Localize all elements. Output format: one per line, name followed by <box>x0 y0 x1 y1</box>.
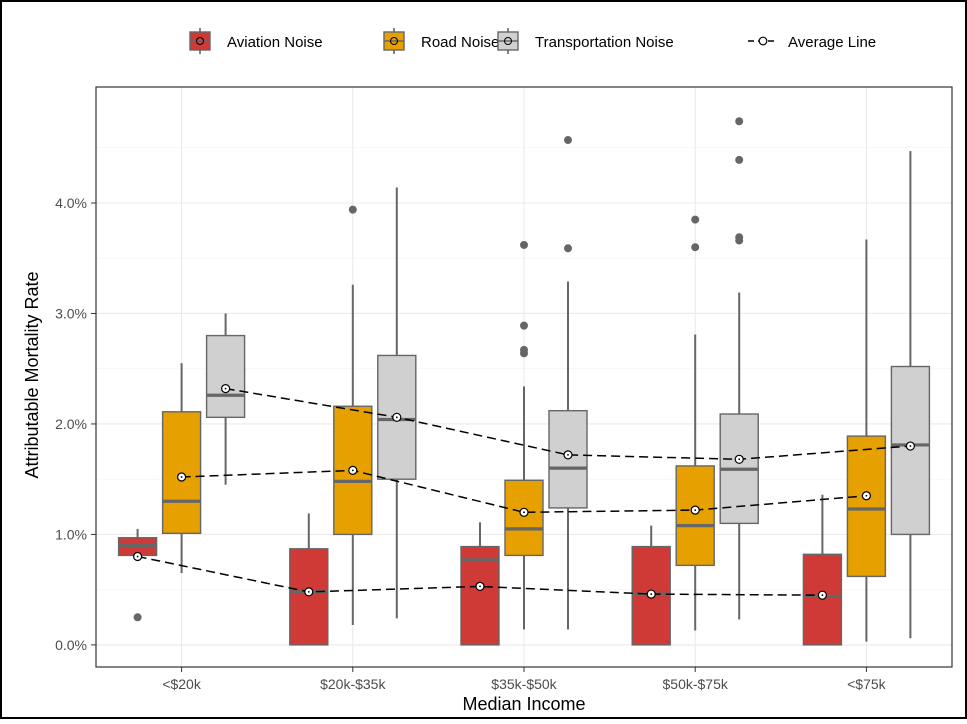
average-line <box>225 387 911 461</box>
outlier-point <box>520 240 528 249</box>
average-point-dot <box>567 453 569 456</box>
outlier-point <box>735 117 744 126</box>
box-group <box>504 240 544 630</box>
average-point-dot <box>136 555 139 558</box>
x-axis: <$20k $20k-$35k $35k-$50k $50k-$75k <$75k <box>162 667 887 692</box>
average-point-dot <box>307 590 310 593</box>
outlier-point <box>691 215 700 224</box>
legend-label: Average Line <box>788 34 876 51</box>
legend: Aviation Noise Road Noise Transportation N… <box>189 28 876 54</box>
outlier-point <box>691 243 700 252</box>
average-point-dot <box>395 416 398 419</box>
y-tick-label: 0.0% <box>55 637 87 653</box>
box-group <box>675 215 715 631</box>
average-point-dot <box>523 511 525 514</box>
average-point-dot <box>180 476 183 478</box>
box-body <box>675 465 715 567</box>
series-transportation-noise <box>205 117 931 639</box>
legend-label: Aviation Noise <box>227 34 323 51</box>
outlier-point <box>520 345 528 354</box>
outlier-point <box>348 205 357 214</box>
box-body <box>205 334 246 419</box>
outlier-point <box>520 321 528 330</box>
outlier-point <box>735 233 744 242</box>
y-axis: 0.0% 1.0% 2.0% 3.0% 4.0% <box>55 195 96 653</box>
average-line <box>137 555 823 596</box>
y-axis-title: Attributable Mortality Rate <box>22 271 42 478</box>
outlier-point <box>564 136 572 145</box>
box-group <box>460 522 500 646</box>
average-point-dot <box>865 494 868 497</box>
legend-key-marker <box>504 37 512 45</box>
y-tick-label: 2.0% <box>55 416 87 432</box>
average-lines <box>133 384 916 600</box>
x-tick-label: $50k-$75k <box>663 676 729 692</box>
box-group <box>117 528 158 622</box>
y-tick-label: 4.0% <box>55 195 87 211</box>
box-body <box>289 548 329 646</box>
average-point-dot <box>224 387 227 390</box>
average-point-dot <box>738 458 741 461</box>
average-point-dot <box>650 593 653 595</box>
box-body <box>504 479 544 557</box>
legend-item-road-noise: Road Noise <box>383 28 499 54</box>
legend-key-marker <box>196 37 204 45</box>
average-point-dot <box>479 585 481 588</box>
average-point-dot <box>821 594 824 597</box>
legend-item-average-line: Average Line <box>748 34 876 51</box>
outlier-point <box>133 613 142 622</box>
y-tick-label: 1.0% <box>55 526 87 542</box>
average-point-dot <box>351 469 354 472</box>
legend-label: Road Noise <box>421 34 499 51</box>
average-line <box>181 469 867 514</box>
x-tick-label: $20k-$35k <box>320 676 386 692</box>
x-tick-label: $35k-$50k <box>491 676 557 692</box>
outlier-point <box>564 244 572 253</box>
x-axis-title: Median Income <box>462 694 585 714</box>
legend-key-marker <box>390 37 398 45</box>
legend-item-aviation-noise: Aviation Noise <box>189 28 323 54</box>
x-tick-label: <$20k <box>162 676 202 692</box>
outlier-point <box>735 155 744 164</box>
box-group <box>205 313 246 485</box>
box-body <box>846 435 887 578</box>
legend-key-average-marker <box>758 36 768 46</box>
legend-label: Transportation Noise <box>535 34 674 51</box>
legend-item-transportation-noise: Transportation Noise <box>497 28 674 54</box>
box-group <box>846 239 887 642</box>
y-tick-label: 3.0% <box>55 305 87 321</box>
average-point-dot <box>909 445 912 447</box>
average-point-dot <box>694 509 697 512</box>
x-tick-label: <$75k <box>847 676 887 692</box>
box-body <box>460 545 500 646</box>
